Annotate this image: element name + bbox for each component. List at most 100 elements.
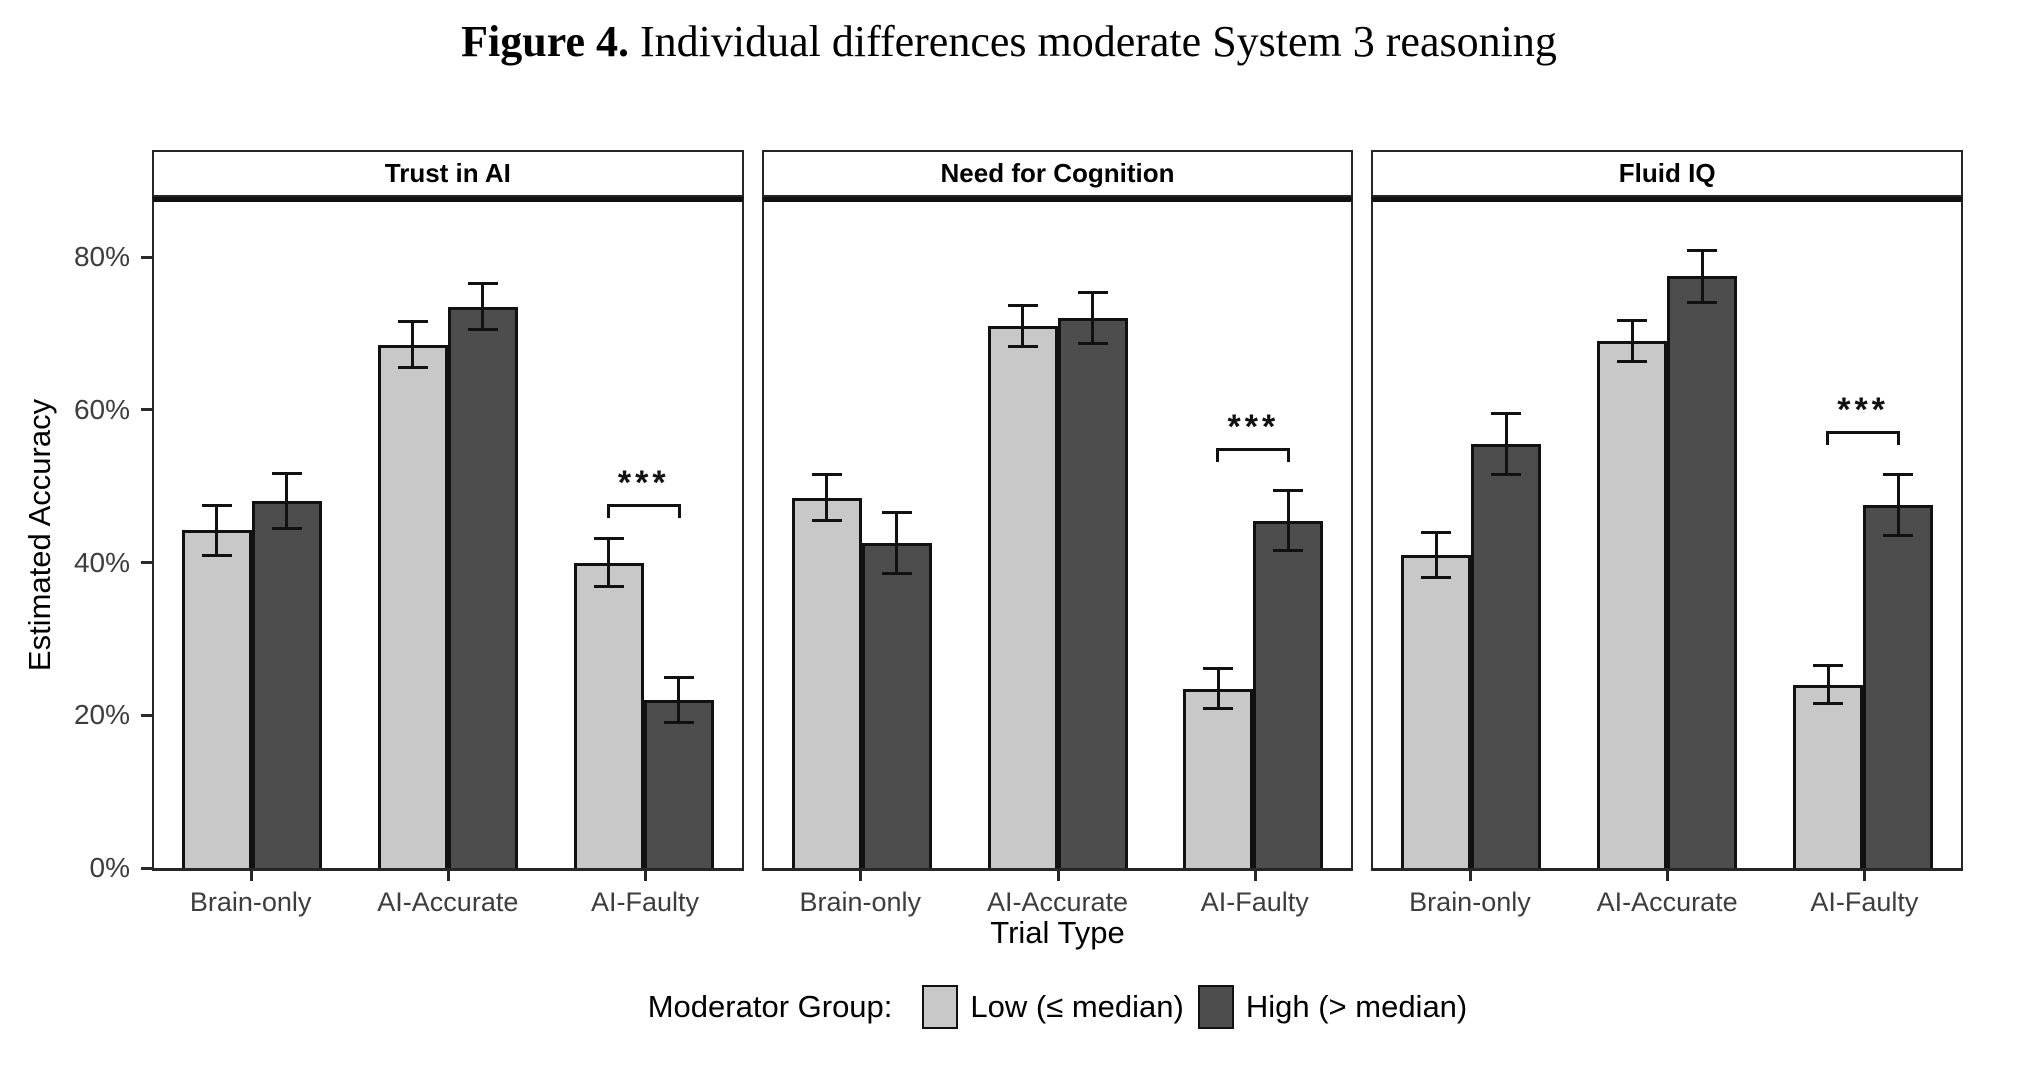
y-tick-label: 80% bbox=[73, 241, 130, 272]
y-tick-mark bbox=[141, 255, 152, 259]
legend-title: Moderator Group: bbox=[647, 989, 893, 1024]
facet-title: Need for Cognition bbox=[761, 150, 1354, 197]
error-bar-cap-top bbox=[593, 537, 624, 541]
x-tick-mark bbox=[1468, 871, 1472, 881]
bar-ai-accurate-low bbox=[987, 325, 1058, 868]
bar-ai-accurate-low bbox=[1597, 341, 1668, 868]
error-bar-cap-top bbox=[1883, 473, 1914, 477]
x-axis-label-ai-accurate: AI-Accurate bbox=[349, 871, 546, 918]
category-slot-brain-only bbox=[764, 202, 960, 868]
error-bar-cap-top bbox=[1077, 291, 1108, 295]
bar-brain-only-high bbox=[251, 501, 322, 868]
error-bar-cap-top bbox=[881, 511, 912, 515]
error-bar-cap-bottom bbox=[1883, 534, 1914, 538]
legend-item-high-median-: High (> median) bbox=[1197, 985, 1468, 1029]
plot-area: *** bbox=[761, 197, 1354, 871]
error-bar-line bbox=[1021, 305, 1024, 347]
bar-ai-faulty-high bbox=[1253, 520, 1324, 868]
error-bar-cap-top bbox=[1203, 667, 1234, 671]
legend-label: High (> median) bbox=[1245, 989, 1468, 1024]
y-tick-label: 0% bbox=[89, 852, 130, 883]
error-bar-cap-top bbox=[663, 676, 694, 680]
error-bar-line bbox=[1504, 413, 1508, 475]
facets-row: Trust in AI *** Brain-only AI-Accurate AI-Fa… bbox=[152, 150, 1964, 918]
x-tick-mark bbox=[1253, 871, 1257, 881]
facet-title: Fluid IQ bbox=[1371, 150, 1964, 197]
error-bar-cap-bottom bbox=[1813, 702, 1844, 706]
error-bar-line bbox=[411, 321, 415, 368]
x-axis-row: Brain-only AI-Accurate AI-Faulty bbox=[152, 871, 744, 918]
error-bar-cap-bottom bbox=[1421, 575, 1452, 579]
figure-title: Figure 4. Individual differences moderat… bbox=[0, 16, 2018, 67]
x-axis-label-brain-only: Brain-only bbox=[762, 871, 959, 918]
error-bar-line bbox=[1216, 668, 1220, 709]
error-bar-line bbox=[1630, 320, 1634, 362]
bar-ai-faulty-high bbox=[1863, 505, 1934, 868]
plot-area: *** bbox=[152, 197, 744, 871]
x-axis-label-ai-faulty: AI-Faulty bbox=[1156, 871, 1353, 918]
bar-ai-accurate-high bbox=[1057, 318, 1128, 868]
category-slot-brain-only bbox=[1373, 202, 1569, 868]
error-bar-cap-bottom bbox=[663, 720, 694, 724]
error-bar-cap-top bbox=[1687, 248, 1718, 252]
facet-panel-trust-in-ai: Trust in AI *** Brain-only AI-Accurate AI-Fa… bbox=[152, 150, 744, 918]
y-tick-label: 20% bbox=[73, 699, 130, 731]
error-bar-line bbox=[1826, 665, 1830, 704]
bar-ai-accurate-high bbox=[447, 306, 518, 868]
error-bar-cap-bottom bbox=[1077, 341, 1108, 345]
error-bar-cap-bottom bbox=[811, 519, 842, 522]
slots: *** bbox=[764, 202, 1352, 868]
figure-title-text: Individual differences moderate System 3… bbox=[629, 17, 1557, 66]
x-axis-title: Trial Type bbox=[990, 915, 1125, 950]
error-bar-cap-top bbox=[1273, 489, 1304, 493]
significance-stars: *** bbox=[1837, 391, 1889, 430]
error-bar-cap-bottom bbox=[593, 584, 624, 588]
error-bar-cap-bottom bbox=[1273, 548, 1304, 552]
error-bar-line bbox=[1286, 490, 1290, 551]
error-bar-line bbox=[1091, 292, 1094, 344]
bar-brain-only-high bbox=[861, 543, 932, 868]
category-slot-ai-faulty: *** bbox=[1765, 202, 1961, 868]
plot-area: *** bbox=[1371, 197, 1964, 871]
legend-swatch bbox=[922, 985, 959, 1029]
error-bar-line bbox=[1700, 250, 1704, 303]
error-bar-line bbox=[1896, 474, 1900, 536]
x-axis-label-ai-faulty: AI-Faulty bbox=[546, 871, 743, 918]
bar-ai-faulty-low bbox=[1183, 688, 1254, 868]
error-bar-line bbox=[481, 283, 485, 330]
category-slot-brain-only bbox=[154, 202, 350, 868]
error-bar-line bbox=[285, 473, 289, 529]
error-bar-cap-top bbox=[1421, 531, 1452, 535]
bar-brain-only-low bbox=[791, 497, 862, 868]
bar-ai-faulty-low bbox=[573, 562, 644, 868]
error-bar-line bbox=[677, 677, 681, 723]
error-bar-cap-bottom bbox=[1007, 344, 1038, 348]
category-slot-ai-accurate bbox=[960, 202, 1156, 868]
error-bar-cap-bottom bbox=[1687, 300, 1718, 304]
category-slot-ai-faulty: *** bbox=[1155, 202, 1351, 868]
significance-bracket bbox=[1216, 447, 1291, 462]
error-bar-line bbox=[607, 538, 611, 587]
error-bar-cap-bottom bbox=[201, 554, 232, 558]
x-tick-mark bbox=[1863, 871, 1867, 881]
error-bar-line bbox=[215, 505, 219, 556]
error-bar-cap-top bbox=[1491, 412, 1522, 416]
legend-swatch bbox=[1197, 985, 1234, 1029]
bar-ai-accurate-low bbox=[377, 344, 448, 868]
x-tick-mark bbox=[446, 871, 450, 881]
category-slot-ai-accurate bbox=[350, 202, 546, 868]
error-bar-cap-bottom bbox=[271, 527, 302, 531]
error-bar-cap-top bbox=[201, 503, 232, 507]
error-bar-cap-bottom bbox=[467, 328, 498, 332]
bar-brain-only-low bbox=[181, 530, 252, 868]
facet-panel-fluid-iq: Fluid IQ *** Brain-only AI-Accurate AI-Fault… bbox=[1371, 150, 1964, 918]
x-tick-mark bbox=[249, 871, 253, 881]
slots: *** bbox=[1373, 202, 1961, 868]
x-axis-label-brain-only: Brain-only bbox=[152, 871, 349, 918]
x-axis-label-ai-faulty: AI-Faulty bbox=[1766, 871, 1963, 918]
error-bar-cap-bottom bbox=[1491, 473, 1522, 477]
y-tick-mark bbox=[141, 561, 152, 564]
error-bar-line bbox=[825, 474, 829, 521]
x-axis-label-brain-only: Brain-only bbox=[1371, 871, 1568, 918]
x-tick-mark bbox=[1056, 871, 1060, 881]
